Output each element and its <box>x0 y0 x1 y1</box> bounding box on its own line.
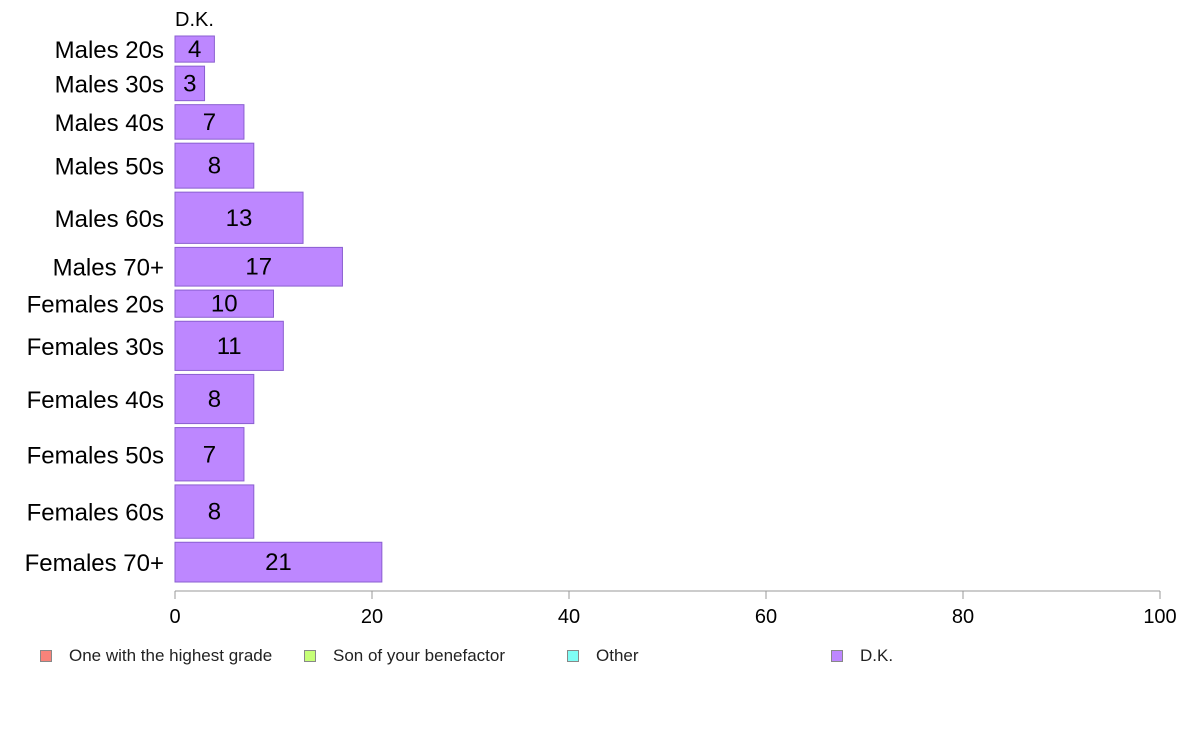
bar <box>174 373 255 425</box>
category-label: Males 40s <box>55 110 164 137</box>
bar-value-label: 3 <box>183 70 196 97</box>
series-title: D.K. <box>175 9 214 31</box>
bar <box>174 142 255 189</box>
bar <box>174 246 343 287</box>
bar <box>174 320 284 371</box>
legend-item-dk: D.K. <box>831 646 893 666</box>
legend-label: Other <box>596 646 639 665</box>
category-label: Females 70+ <box>25 550 164 577</box>
bar-value-label: 4 <box>188 36 201 63</box>
category-label: Females 30s <box>27 334 164 361</box>
bar-value-label: 7 <box>203 441 216 468</box>
legend-swatch <box>304 650 316 662</box>
bar <box>174 191 304 244</box>
bar-value-label: 13 <box>226 205 253 232</box>
bar <box>174 65 206 102</box>
category-label: Females 20s <box>27 292 164 319</box>
x-tick-label: 60 <box>755 606 777 628</box>
legend-swatch <box>40 650 52 662</box>
category-label: Males 20s <box>55 37 164 64</box>
bar-value-label: 11 <box>217 333 242 360</box>
category-label: Females 60s <box>27 500 164 527</box>
bar <box>174 289 274 318</box>
bar <box>174 104 245 140</box>
category-labels: Males 20s Males 30s Males 40s Males 50s Male… <box>25 37 164 577</box>
legend-item-highest-grade: One with the highest grade <box>40 646 272 666</box>
legend: One with the highest grade Son of your b… <box>40 646 1140 668</box>
bar-value-label: 10 <box>211 291 238 318</box>
bar <box>174 35 215 63</box>
legend-swatch <box>831 650 843 662</box>
bar-value-label: 17 <box>245 254 272 281</box>
x-tick-label: 80 <box>952 606 974 628</box>
legend-item-son-of-benefactor: Son of your benefactor <box>304 646 505 666</box>
legend-label: One with the highest grade <box>69 646 273 665</box>
category-label: Males 60s <box>55 206 164 233</box>
x-tick-label: 20 <box>361 606 383 628</box>
bar <box>174 484 255 539</box>
x-axis: 0 20 40 60 80 100 <box>169 590 1177 628</box>
category-label: Females 50s <box>27 442 164 469</box>
x-tick-label: 100 <box>1143 606 1176 628</box>
bar-value-label: 8 <box>208 153 221 180</box>
legend-swatch <box>567 650 579 662</box>
bar <box>174 541 383 583</box>
category-label: Males 50s <box>55 154 164 181</box>
legend-label: D.K. <box>860 646 894 665</box>
x-tick-label: 40 <box>558 606 580 628</box>
x-tick-label: 0 <box>169 606 180 628</box>
bar <box>174 427 245 482</box>
category-label: Males 70+ <box>53 255 164 282</box>
legend-item-other: Other <box>567 646 639 666</box>
bar-value-label: 8 <box>208 499 221 526</box>
category-label: Males 30s <box>55 71 164 98</box>
bar-value-label: 7 <box>203 109 216 136</box>
legend-label: Son of your benefactor <box>333 646 506 665</box>
bar-value-label: 21 <box>265 549 292 576</box>
bar-value-label: 8 <box>208 386 221 413</box>
category-label: Females 40s <box>27 387 164 414</box>
